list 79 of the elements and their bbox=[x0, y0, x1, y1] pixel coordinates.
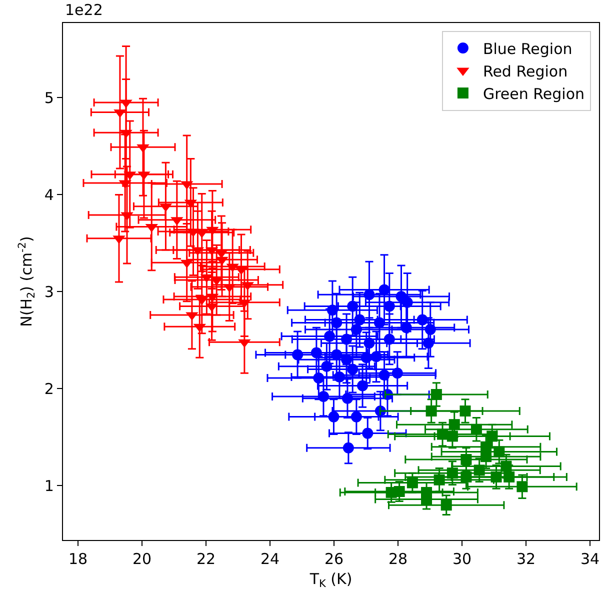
x-tick-label: 26 bbox=[324, 550, 344, 568]
point bbox=[460, 405, 471, 416]
point bbox=[504, 471, 515, 482]
y-tick-label: 2 bbox=[44, 380, 54, 398]
x-axis-title: T$_{K}$ (K) bbox=[308, 570, 352, 590]
point bbox=[448, 419, 460, 430]
legend-label: Blue Region bbox=[482, 40, 572, 58]
point bbox=[424, 324, 436, 336]
x-tick-label: 18 bbox=[68, 550, 88, 568]
point bbox=[357, 380, 368, 392]
point bbox=[386, 486, 397, 498]
x-tick-label: 24 bbox=[260, 550, 280, 568]
point bbox=[360, 352, 372, 364]
point bbox=[392, 368, 403, 379]
point bbox=[331, 317, 342, 328]
point bbox=[406, 477, 418, 488]
point bbox=[364, 289, 375, 300]
point bbox=[460, 471, 472, 482]
point bbox=[437, 428, 448, 440]
point bbox=[446, 430, 458, 442]
point bbox=[490, 471, 502, 482]
point bbox=[446, 468, 458, 479]
x-tick-label: 34 bbox=[580, 550, 600, 568]
point bbox=[350, 411, 362, 422]
point bbox=[474, 464, 485, 476]
point bbox=[434, 474, 445, 486]
point bbox=[384, 300, 395, 312]
point bbox=[334, 372, 345, 383]
point bbox=[426, 405, 437, 416]
x-tick-label: 32 bbox=[516, 550, 536, 568]
x-tick-label: 30 bbox=[452, 550, 472, 568]
point bbox=[362, 428, 374, 439]
point bbox=[494, 446, 505, 458]
point bbox=[326, 304, 338, 316]
y-tick-label: 1 bbox=[44, 476, 54, 495]
point bbox=[313, 372, 324, 384]
point bbox=[500, 460, 512, 472]
y-tick-label: 5 bbox=[44, 88, 54, 107]
point bbox=[430, 389, 442, 400]
point bbox=[378, 284, 390, 296]
y-tick-label: 3 bbox=[44, 282, 54, 301]
legend-label: Red Region bbox=[482, 62, 568, 80]
point bbox=[384, 334, 395, 345]
point bbox=[470, 424, 482, 435]
point bbox=[402, 296, 413, 308]
point bbox=[460, 454, 472, 465]
point bbox=[486, 430, 498, 442]
point bbox=[341, 354, 352, 366]
point bbox=[347, 364, 358, 375]
x-tick-label: 28 bbox=[388, 550, 408, 568]
point bbox=[364, 338, 375, 349]
point bbox=[310, 347, 322, 358]
point bbox=[342, 442, 354, 454]
x-tick-label: 20 bbox=[132, 550, 152, 568]
point bbox=[421, 494, 432, 505]
text: 1e22 bbox=[65, 1, 103, 19]
point bbox=[321, 360, 332, 372]
point bbox=[328, 411, 340, 422]
point bbox=[416, 314, 428, 326]
point bbox=[370, 351, 382, 362]
point bbox=[400, 322, 412, 334]
point bbox=[422, 338, 434, 349]
y-tick-label: 4 bbox=[44, 186, 54, 204]
point bbox=[378, 370, 390, 381]
point bbox=[350, 324, 362, 336]
point bbox=[324, 330, 336, 342]
point bbox=[342, 392, 353, 404]
point bbox=[331, 349, 342, 360]
point bbox=[292, 349, 304, 360]
x-tick-label: 22 bbox=[196, 550, 216, 568]
point bbox=[354, 314, 366, 326]
point bbox=[440, 500, 452, 511]
point bbox=[341, 334, 352, 345]
point bbox=[318, 390, 329, 402]
point bbox=[374, 317, 385, 328]
point bbox=[480, 441, 492, 452]
point bbox=[347, 300, 358, 312]
point bbox=[516, 481, 528, 492]
legend-label: Green Region bbox=[482, 84, 585, 103]
